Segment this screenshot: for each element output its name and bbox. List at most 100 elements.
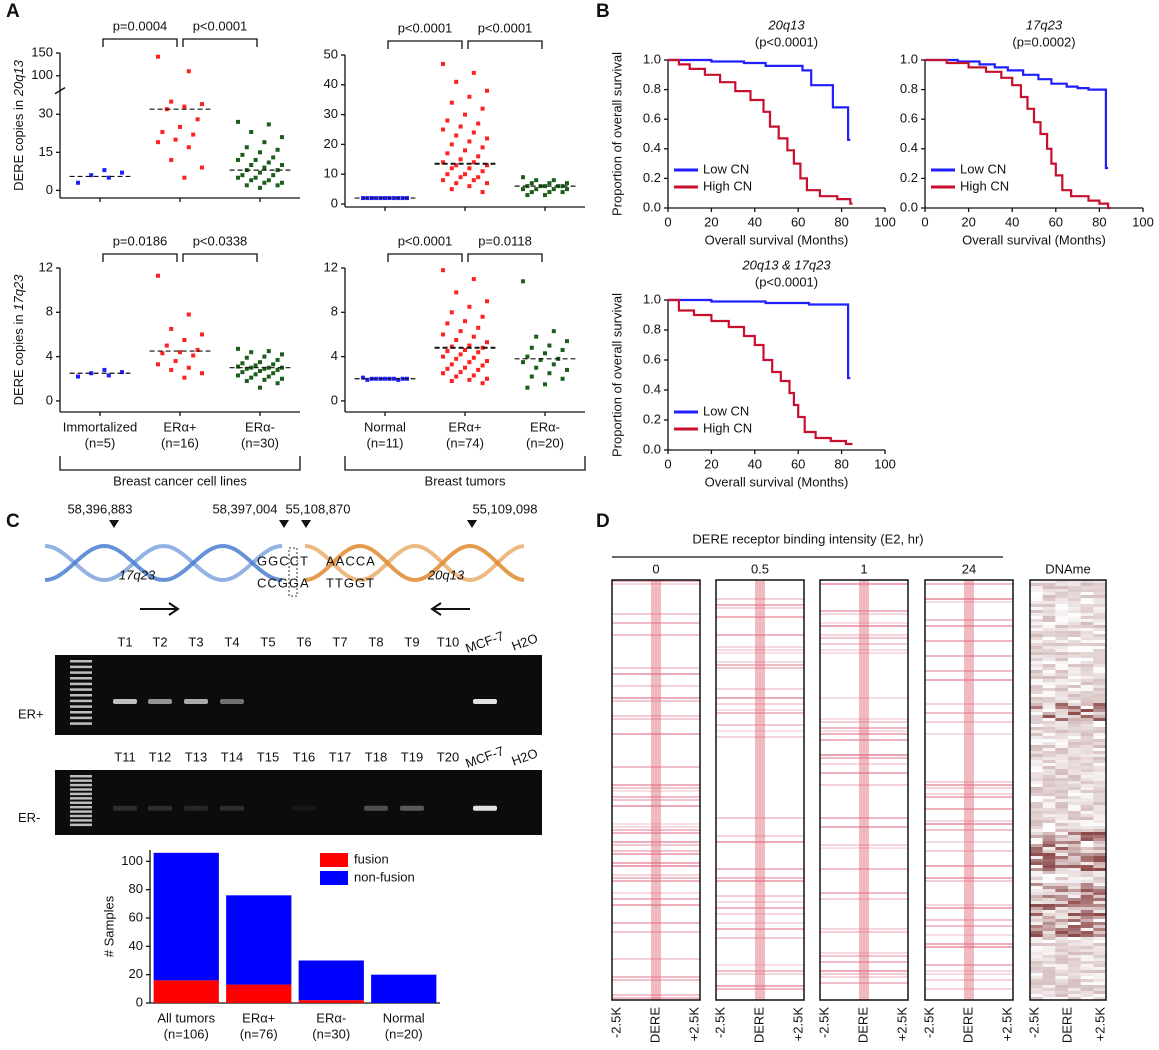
x-tick-label: 60 xyxy=(791,214,805,229)
data-point xyxy=(182,338,187,342)
heatmap-cell xyxy=(1068,586,1081,589)
heatmap-cell xyxy=(1093,700,1106,703)
heatmap-cell xyxy=(1042,799,1056,802)
heatmap-cell xyxy=(1055,946,1068,949)
data-point xyxy=(240,152,245,157)
heatmap-cell xyxy=(1068,730,1081,733)
heatmap-cell xyxy=(1042,841,1056,844)
heatmap-row xyxy=(716,913,804,915)
heatmap-cell xyxy=(1093,709,1106,712)
heatmap-cell xyxy=(1042,946,1056,949)
heatmap-cell xyxy=(1068,667,1081,670)
heatmap-cell xyxy=(1030,613,1043,616)
heatmap-cell xyxy=(1093,718,1106,721)
heatmap-row xyxy=(716,709,804,711)
heatmap-cell xyxy=(1093,667,1106,670)
heatmap-cell xyxy=(1080,709,1094,712)
significance-bracket xyxy=(387,253,463,262)
heatmap-cell xyxy=(1030,904,1043,907)
heatmap-cell xyxy=(1080,943,1094,946)
data-point xyxy=(441,268,445,273)
heatmap-cell xyxy=(1055,613,1068,616)
heatmap-row xyxy=(612,700,700,702)
ladder-band xyxy=(70,805,92,809)
heatmap-row xyxy=(925,787,1013,789)
heatmap-row xyxy=(820,583,908,585)
heatmap-cell xyxy=(1042,898,1056,901)
heatmap-cell xyxy=(1030,760,1043,763)
heatmap-cell xyxy=(1093,979,1106,982)
heatmap-cell xyxy=(1042,892,1056,895)
heatmap-cell xyxy=(1093,745,1106,748)
heatmap-cell xyxy=(1055,943,1068,946)
heatmap-cell xyxy=(1080,616,1094,619)
heatmap-cell xyxy=(1055,940,1068,943)
heatmap-cell xyxy=(1042,814,1056,817)
bar-segment xyxy=(153,852,219,981)
heatmap-cell xyxy=(1068,760,1081,763)
heatmap-axis-label: -2.5K xyxy=(1026,1007,1041,1038)
x-tick-label: 40 xyxy=(1005,214,1019,229)
heatmap-cell xyxy=(1043,940,1056,943)
heatmap-cell xyxy=(1042,715,1056,718)
heatmap-cell xyxy=(1030,589,1043,592)
heatmap-cell xyxy=(1068,844,1081,847)
gel-row-label: ER- xyxy=(18,810,40,825)
heatmap-cell xyxy=(1068,784,1081,787)
heatmap-cell xyxy=(1042,748,1056,751)
heatmap-row xyxy=(925,781,1013,783)
heatmap-cell xyxy=(1055,916,1068,919)
heatmap-cell xyxy=(1055,622,1068,625)
y-axis-label-part: 17q23 xyxy=(11,274,26,311)
heatmap-cell xyxy=(1093,808,1106,811)
data-point xyxy=(200,371,204,376)
y-axis-label-part: DERE copies in xyxy=(11,96,26,191)
heatmap-cell xyxy=(1030,682,1043,685)
heatmap-cell xyxy=(1042,730,1056,733)
heatmap-cell xyxy=(1080,724,1094,727)
heatmap-row xyxy=(612,826,700,828)
heatmap-cell xyxy=(1030,982,1043,985)
y-tick-label: 40 xyxy=(324,76,338,91)
heatmap-cell xyxy=(1068,706,1081,709)
heatmap-cell xyxy=(1042,655,1056,658)
heatmap-row xyxy=(925,598,1013,600)
heatmap-cell xyxy=(1080,955,1094,958)
heatmap-cell xyxy=(1093,586,1106,589)
data-point xyxy=(471,70,476,75)
data-point xyxy=(178,124,182,129)
lane-label: T4 xyxy=(224,634,239,649)
heatmap-cell xyxy=(1068,808,1081,811)
heatmap-cell xyxy=(1042,895,1056,898)
data-point xyxy=(374,376,379,381)
heatmap-cell xyxy=(1030,943,1043,946)
chart-subtitle: (p<0.0001) xyxy=(755,34,818,49)
data-point xyxy=(467,360,472,365)
heatmap-cell xyxy=(1068,913,1081,916)
heatmap-cell xyxy=(1068,916,1081,919)
heatmap-cell xyxy=(1068,685,1081,688)
heatmap-row xyxy=(612,880,700,882)
ladder-band xyxy=(70,660,92,663)
heatmap-cell xyxy=(1055,580,1068,583)
heatmap-cell xyxy=(1068,811,1081,814)
heatmap-row xyxy=(612,784,700,786)
heatmap-cell xyxy=(1068,583,1081,586)
heatmap-cell xyxy=(1093,697,1106,700)
heatmap-cell xyxy=(1068,748,1081,751)
heatmap-row xyxy=(820,622,908,624)
heatmap-cell xyxy=(1068,598,1081,601)
heatmap-cell xyxy=(1030,790,1043,793)
data-point xyxy=(449,187,454,192)
heatmap-cell xyxy=(1042,721,1056,724)
heatmap-cell xyxy=(1055,880,1068,883)
heatmap-cell xyxy=(1055,811,1068,814)
heatmap-cell xyxy=(1042,889,1056,892)
data-point xyxy=(547,181,552,186)
heatmap-cell xyxy=(1055,829,1068,832)
heatmap-cell xyxy=(1042,868,1056,871)
heatmap-row xyxy=(612,841,700,843)
heatmap-column-label: 0 xyxy=(652,561,659,576)
heatmap-cell xyxy=(1093,655,1106,658)
heatmap-cell xyxy=(1030,742,1043,745)
